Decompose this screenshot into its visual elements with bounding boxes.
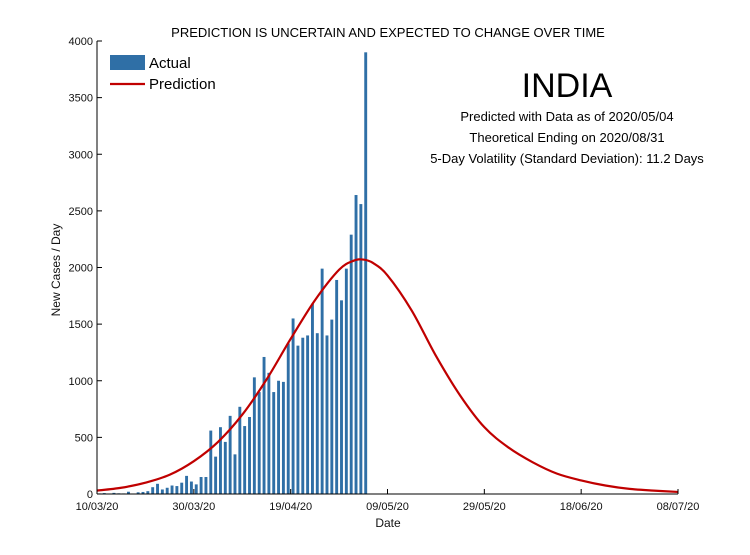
- legend-swatch-actual: [110, 55, 145, 70]
- annotation-block: INDIA Predicted with Data as of 2020/05/…: [430, 67, 704, 166]
- x-tick-label: 18/06/20: [560, 501, 603, 513]
- x-tick-label: 08/07/20: [657, 501, 700, 513]
- actual-bar: [204, 477, 208, 494]
- actual-bar: [180, 482, 184, 494]
- actual-bar: [112, 492, 116, 494]
- actual-bar: [160, 489, 164, 494]
- actual-bar: [257, 392, 261, 494]
- y-tick-label: 2000: [69, 263, 93, 275]
- x-tick-label: 09/05/20: [366, 501, 409, 513]
- y-tick-label: 3500: [69, 93, 93, 105]
- actual-bar: [262, 356, 266, 494]
- data-date-note: Predicted with Data as of 2020/05/04: [460, 109, 673, 124]
- ending-date-note: Theoretical Ending on 2020/08/31: [469, 130, 664, 145]
- x-tick-label: 10/03/20: [76, 501, 119, 513]
- legend-label-prediction: Prediction: [149, 76, 216, 93]
- prediction-line: [96, 258, 679, 494]
- actual-bar: [349, 234, 353, 494]
- actual-bar: [335, 279, 339, 494]
- actual-bar: [189, 481, 193, 494]
- x-tick-label: 19/04/20: [269, 501, 312, 513]
- actual-bar: [127, 491, 130, 494]
- actual-bar: [238, 406, 242, 494]
- actual-bar: [267, 372, 271, 494]
- actual-bar: [315, 333, 319, 494]
- actual-bar: [301, 337, 305, 494]
- actual-bar: [340, 300, 343, 494]
- country-label: INDIA: [522, 67, 613, 105]
- actual-bars: [97, 52, 368, 494]
- x-axis-title: Date: [375, 516, 401, 530]
- actual-bar: [175, 486, 179, 494]
- actual-bar: [228, 415, 232, 494]
- actual-bar: [296, 345, 300, 494]
- actual-bar: [146, 491, 150, 494]
- legend-label-actual: Actual: [149, 55, 191, 72]
- y-tick-label: 1000: [69, 376, 93, 388]
- y-tick-label: 500: [75, 432, 93, 444]
- y-tick-label: 3000: [69, 149, 93, 161]
- actual-bar: [248, 416, 251, 494]
- actual-bar: [291, 318, 295, 494]
- actual-bar: [214, 456, 218, 494]
- y-axis-title: New Cases / Day: [49, 224, 63, 317]
- actual-bar: [281, 381, 285, 494]
- x-tick-label: 29/05/20: [463, 501, 506, 513]
- actual-bar: [151, 487, 155, 494]
- actual-bar: [330, 319, 334, 494]
- actual-bar: [156, 483, 159, 494]
- actual-bar: [141, 491, 145, 494]
- actual-bar: [165, 487, 169, 494]
- actual-bar: [286, 343, 290, 494]
- actual-bar: [136, 492, 140, 494]
- actual-bar: [272, 392, 276, 494]
- legend: Actual Prediction: [110, 55, 216, 93]
- actual-bar: [185, 475, 189, 494]
- actual-bar: [325, 335, 329, 494]
- y-tick-label: 2500: [69, 206, 93, 218]
- x-ticks: 10/03/20 30/03/20 19/04/20 09/05/20 29/05/20…: [76, 489, 700, 513]
- actual-bar: [354, 195, 358, 494]
- actual-bar: [306, 335, 310, 494]
- actual-bar: [344, 268, 348, 494]
- y-tick-label: 4000: [69, 36, 93, 48]
- actual-bar: [199, 477, 203, 494]
- volatility-note: 5-Day Volatility (Standard Deviation): 1…: [430, 151, 704, 166]
- actual-bar: [233, 454, 237, 494]
- y-ticks: 0 500 1000 1500 2000 2500 3000 3500 4000: [69, 36, 102, 501]
- y-tick-label: 0: [87, 489, 93, 501]
- actual-bar: [223, 441, 227, 494]
- x-tick-label: 30/03/20: [172, 501, 215, 513]
- actual-bar: [320, 268, 324, 494]
- actual-bar: [219, 427, 222, 494]
- chart-title: PREDICTION IS UNCERTAIN AND EXPECTED TO …: [171, 25, 605, 40]
- actual-bar: [170, 485, 174, 494]
- actual-bar: [209, 430, 213, 494]
- actual-bar: [252, 377, 256, 494]
- actual-bar: [359, 204, 363, 494]
- actual-bar: [243, 426, 247, 494]
- actual-bar: [364, 52, 368, 494]
- y-tick-label: 1500: [69, 319, 93, 331]
- actual-bar: [277, 380, 281, 494]
- actual-bar: [194, 484, 198, 494]
- actual-bar: [311, 303, 314, 494]
